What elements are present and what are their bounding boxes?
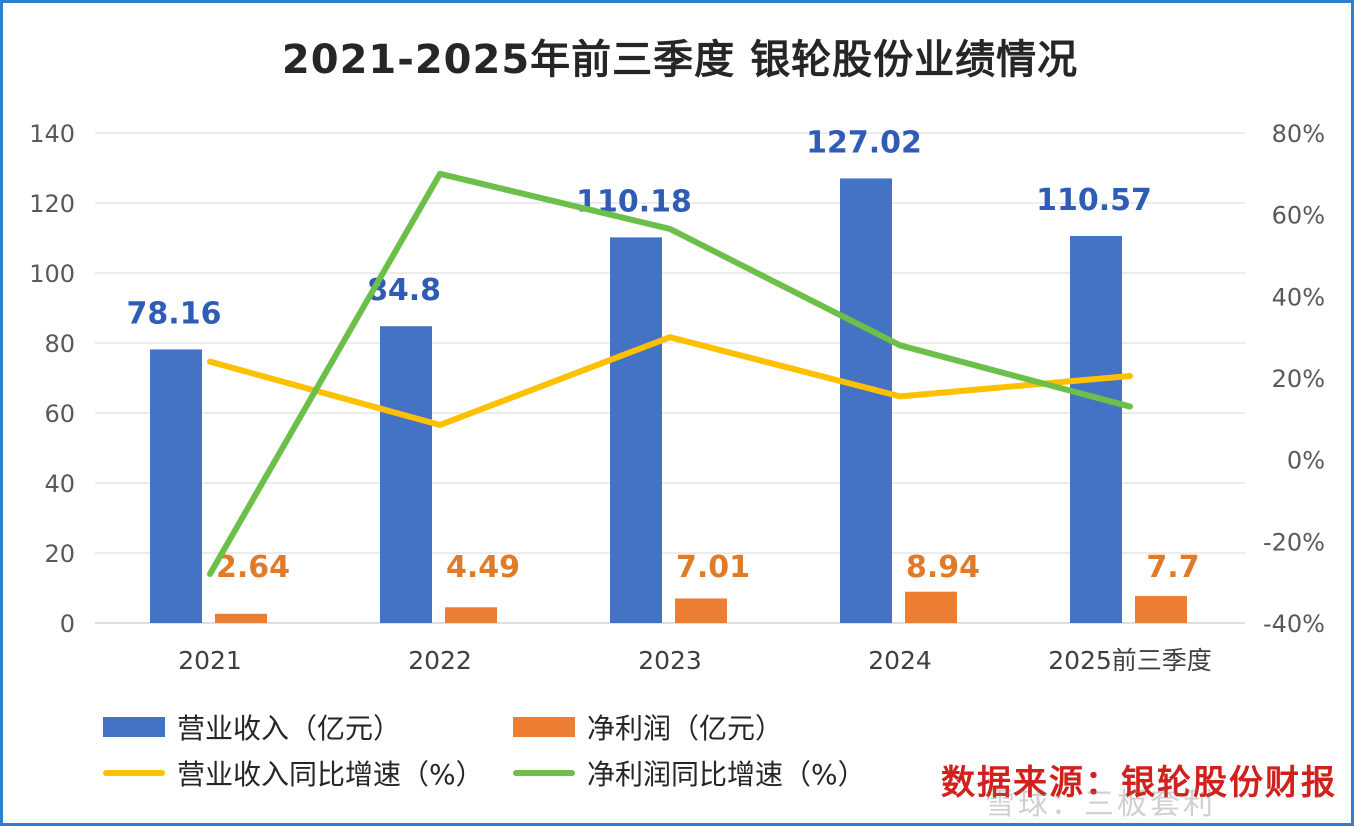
legend-label-revenue-growth: 营业收入同比增速（%） xyxy=(177,758,484,791)
revenue-bar xyxy=(150,349,202,623)
legend-swatch-profit xyxy=(513,717,575,737)
x-tick-label: 2025前三季度 xyxy=(1048,646,1212,675)
x-tick-label: 2023 xyxy=(638,646,702,675)
x-tick-label: 2022 xyxy=(408,646,472,675)
x-tick-label: 2021 xyxy=(178,646,242,675)
revenue-bar xyxy=(610,237,662,623)
revenue-data-label: 110.57 xyxy=(1036,183,1152,218)
legend-item-profit: 净利润（亿元） xyxy=(513,709,783,745)
revenue-data-label: 78.16 xyxy=(127,296,222,331)
revenue-growth-line xyxy=(207,334,1133,428)
profit-data-label: 7.7 xyxy=(1146,550,1199,585)
revenue-bar xyxy=(840,178,892,623)
y-left-tick-label: 80 xyxy=(44,330,75,358)
legend-item-revenue-growth: 营业收入同比增速（%） xyxy=(103,755,484,791)
profit-bar xyxy=(905,591,957,623)
revenue-bar xyxy=(380,326,432,623)
legend-item-profit-growth: 净利润同比增速（%） xyxy=(513,755,866,791)
watermark-text: 雪球：三板套利 xyxy=(985,787,1216,822)
y-right-tick-label: 80% xyxy=(1272,120,1325,148)
y-right-tick-label: 40% xyxy=(1272,283,1325,311)
revenue-data-label: 127.02 xyxy=(806,125,922,160)
revenue-data-label: 110.18 xyxy=(576,184,692,219)
x-tick-label: 2024 xyxy=(868,646,932,675)
profit-data-label: 7.01 xyxy=(676,550,750,585)
profit-data-label: 2.64 xyxy=(216,550,290,585)
y-left-tick-label: 40 xyxy=(44,470,75,498)
y-left-tick-label: 120 xyxy=(29,190,75,218)
legend-item-revenue: 营业收入（亿元） xyxy=(103,709,401,745)
legend-swatch-revenue-growth xyxy=(103,770,165,776)
legend-swatch-revenue xyxy=(103,717,165,737)
legend-swatch-profit-growth xyxy=(513,770,575,776)
y-left-tick-label: 60 xyxy=(44,400,75,428)
y-left-tick-label: 100 xyxy=(29,260,75,288)
profit-bar xyxy=(1135,596,1187,623)
y-right-tick-label: -20% xyxy=(1263,528,1325,556)
profit-bar xyxy=(215,613,267,623)
legend-label-profit: 净利润（亿元） xyxy=(587,712,784,745)
y-right-tick-label: 0% xyxy=(1287,447,1325,475)
y-left-tick-label: 20 xyxy=(44,540,75,568)
chart-plot: 0 20 40 60 80 100 120 140 -40% -20% 0% 20% 40% 60% 80%… xyxy=(29,120,1325,675)
profit-growth-line xyxy=(207,170,1133,577)
profit-data-label: 4.49 xyxy=(446,550,520,585)
legend-label-revenue: 营业收入（亿元） xyxy=(177,712,402,745)
y-left-tick-label: 140 xyxy=(29,120,75,148)
profit-data-label: 8.94 xyxy=(906,550,980,585)
profit-bar xyxy=(675,598,727,623)
y-right-tick-label: -40% xyxy=(1263,610,1325,638)
legend-label-profit-growth: 净利润同比增速（%） xyxy=(587,758,866,791)
profit-bar xyxy=(445,607,497,623)
y-right-tick-label: 60% xyxy=(1272,202,1325,230)
revenue-bar xyxy=(1070,236,1122,623)
y-right-tick-label: 20% xyxy=(1272,365,1325,393)
data-source-note: 数据来源：银轮股份财报 xyxy=(941,763,1337,803)
chart-title: 2021-2025年前三季度 银轮股份业绩情况 xyxy=(281,37,1079,83)
y-left-tick-label: 0 xyxy=(60,610,75,638)
